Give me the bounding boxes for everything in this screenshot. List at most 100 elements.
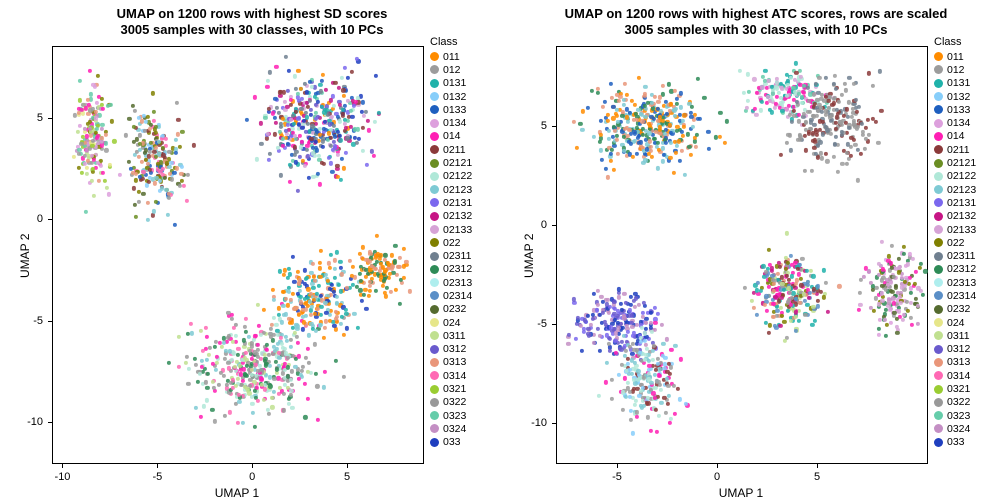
scatter-point xyxy=(279,173,283,177)
scatter-point xyxy=(76,130,80,134)
scatter-point xyxy=(349,109,353,113)
scatter-point xyxy=(743,285,747,289)
scatter-point xyxy=(334,359,338,363)
scatter-point xyxy=(746,99,750,103)
scatter-point xyxy=(200,359,204,363)
scatter-point xyxy=(682,113,686,117)
scatter-point xyxy=(318,83,322,87)
scatter-point xyxy=(863,147,867,151)
scatter-point xyxy=(819,151,823,155)
scatter-point xyxy=(344,151,348,155)
scatter-point xyxy=(146,218,150,222)
scatter-point xyxy=(797,319,801,323)
scatter-point xyxy=(267,353,271,357)
scatter-point xyxy=(348,259,352,263)
scatter-point xyxy=(230,313,234,317)
legend-item: 024 xyxy=(430,316,472,329)
scatter-point xyxy=(291,292,295,296)
scatter-point xyxy=(718,135,722,139)
scatter-point xyxy=(833,74,837,78)
scatter-point xyxy=(186,382,190,386)
scatter-point xyxy=(659,401,663,405)
scatter-point xyxy=(334,327,338,331)
scatter-point xyxy=(575,146,579,150)
legend-item: 0324 xyxy=(430,422,472,435)
legend-label: 02314 xyxy=(443,290,472,302)
scatter-point xyxy=(766,248,770,252)
scatter-point xyxy=(343,65,347,69)
scatter-point xyxy=(100,126,104,130)
scatter-point xyxy=(256,398,260,402)
scatter-point xyxy=(634,398,638,402)
scatter-point xyxy=(148,127,152,131)
legend-label: 033 xyxy=(947,436,965,448)
scatter-point xyxy=(310,305,314,309)
scatter-point xyxy=(690,104,694,108)
scatter-point xyxy=(318,275,322,279)
legend-label: 02131 xyxy=(947,197,976,209)
scatter-point xyxy=(637,303,641,307)
scatter-point xyxy=(796,138,800,142)
scatter-point xyxy=(274,121,278,125)
scatter-point xyxy=(619,302,623,306)
scatter-point xyxy=(306,347,310,351)
scatter-point xyxy=(101,107,105,111)
legend-swatch xyxy=(934,198,943,207)
scatter-point xyxy=(292,74,296,78)
scatter-point xyxy=(330,170,334,174)
scatter-point xyxy=(222,374,226,378)
y-tick-label: 0 xyxy=(37,213,43,225)
scatter-point xyxy=(760,85,764,89)
legend-swatch xyxy=(430,212,439,221)
scatter-point xyxy=(290,405,294,409)
scatter-point xyxy=(599,295,603,299)
scatter-point xyxy=(859,152,863,156)
scatter-point xyxy=(611,116,615,120)
scatter-point xyxy=(874,286,878,290)
plot-area: -10-505-505 xyxy=(556,46,928,464)
scatter-point xyxy=(315,148,319,152)
scatter-point xyxy=(902,252,906,256)
scatter-point xyxy=(310,262,314,266)
scatter-point xyxy=(282,290,286,294)
scatter-point xyxy=(133,109,137,113)
scatter-point xyxy=(152,119,156,123)
scatter-point xyxy=(910,323,914,327)
scatter-point xyxy=(639,340,643,344)
legend-label: 02133 xyxy=(947,224,976,236)
scatter-point xyxy=(176,118,180,122)
scatter-point xyxy=(402,264,406,268)
scatter-point xyxy=(680,149,684,153)
scatter-point xyxy=(914,297,918,301)
legend-label: 0134 xyxy=(443,117,466,129)
scatter-point xyxy=(591,135,595,139)
scatter-point xyxy=(332,276,336,280)
legend-swatch xyxy=(430,198,439,207)
scatter-point xyxy=(768,323,772,327)
legend: Class01101201310132013301340140211021210… xyxy=(430,36,472,449)
scatter-point xyxy=(252,425,256,429)
scatter-point xyxy=(880,240,884,244)
y-tick-label: 5 xyxy=(541,120,547,132)
legend-swatch xyxy=(934,132,943,141)
scatter-point xyxy=(887,254,891,258)
scatter-point xyxy=(641,133,645,137)
scatter-point xyxy=(322,336,326,340)
legend-item: 0312 xyxy=(934,343,976,356)
legend-swatch xyxy=(934,159,943,168)
scatter-point xyxy=(609,159,613,163)
scatter-point xyxy=(840,123,844,127)
scatter-point xyxy=(259,142,263,146)
legend-item: 0323 xyxy=(430,409,472,422)
scatter-point xyxy=(281,391,285,395)
scatter-point xyxy=(166,213,170,217)
scatter-point xyxy=(606,175,610,179)
scatter-point xyxy=(103,179,107,183)
scatter-point xyxy=(906,308,910,312)
scatter-point xyxy=(815,133,819,137)
scatter-point xyxy=(274,65,278,69)
legend-item: 011 xyxy=(934,50,976,63)
scatter-point xyxy=(77,166,81,170)
legend-item: 0211 xyxy=(430,143,472,156)
scatter-point xyxy=(199,329,203,333)
